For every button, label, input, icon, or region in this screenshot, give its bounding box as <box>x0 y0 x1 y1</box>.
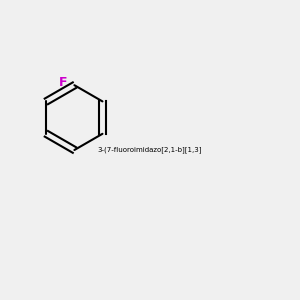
Text: F: F <box>59 76 68 89</box>
Text: 3-(7-fluoroimidazo[2,1-b][1,3]: 3-(7-fluoroimidazo[2,1-b][1,3] <box>98 147 202 153</box>
